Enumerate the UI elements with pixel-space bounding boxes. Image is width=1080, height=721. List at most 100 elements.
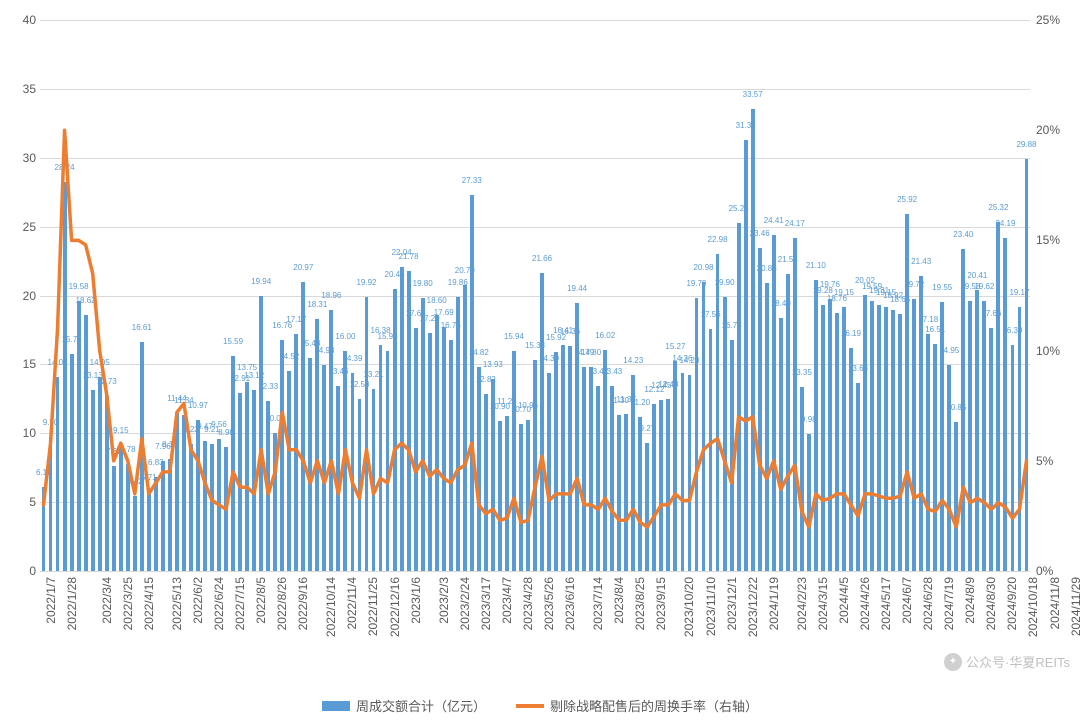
bar xyxy=(428,333,432,571)
bar xyxy=(659,400,663,571)
bar-value-label: 10.97 xyxy=(188,401,208,410)
x-tick-label: 2023/8/25 xyxy=(633,577,647,630)
bar xyxy=(343,351,347,571)
bar xyxy=(617,415,621,571)
bar xyxy=(203,441,207,571)
bar xyxy=(442,327,446,571)
plot-area: 6.119.7014.0828.2415.7519.5818.6213.1314… xyxy=(40,20,1030,571)
x-tick-label: 2024/4/26 xyxy=(858,577,872,630)
bar-value-label: 24.17 xyxy=(785,219,805,228)
x-tick-label: 2022/3/25 xyxy=(121,577,135,630)
bar xyxy=(786,274,790,571)
bar xyxy=(112,466,116,571)
bar-value-label: 28.24 xyxy=(55,163,75,172)
bar xyxy=(435,315,439,571)
x-tick-label: 2023/2/3 xyxy=(437,577,451,624)
bar xyxy=(421,298,425,571)
bar-value-label: 24.41 xyxy=(764,216,784,225)
bar xyxy=(533,360,537,571)
bar-value-label: 19.80 xyxy=(413,279,433,288)
bar xyxy=(961,249,965,571)
bar xyxy=(98,377,102,571)
bar-value-label: 22.98 xyxy=(708,235,728,244)
bar xyxy=(709,329,713,571)
x-tick-label: 2022/1/7 xyxy=(44,577,58,624)
bar xyxy=(161,461,165,571)
bar-value-label: 20.41 xyxy=(967,271,987,280)
bar xyxy=(688,375,692,571)
bar-value-label: 14.80 xyxy=(581,348,601,357)
bar xyxy=(512,351,516,571)
bar xyxy=(568,346,572,571)
bar xyxy=(561,345,565,571)
bar xyxy=(365,297,369,571)
x-tick-label: 2022/8/26 xyxy=(275,577,289,630)
bar xyxy=(273,433,277,571)
bar-value-label: 19.15 xyxy=(834,288,854,297)
bar xyxy=(358,399,362,571)
x-tick-label: 2024/5/17 xyxy=(879,577,893,630)
bar xyxy=(280,340,284,571)
bar-value-label: 12.33 xyxy=(258,382,278,391)
bar xyxy=(259,296,263,571)
bar xyxy=(238,393,242,571)
gridline xyxy=(40,89,1030,90)
bar-value-label: 19.55 xyxy=(932,283,952,292)
bar-value-label: 24.19 xyxy=(995,219,1015,228)
bar-value-label: 18.31 xyxy=(307,300,327,309)
bar xyxy=(322,365,326,571)
bar xyxy=(105,396,109,571)
bar xyxy=(968,301,972,571)
bar xyxy=(1003,238,1007,571)
x-tick-label: 2024/10/18 xyxy=(1026,577,1040,637)
bar xyxy=(596,386,600,571)
bar xyxy=(638,417,642,571)
bar xyxy=(716,254,720,571)
bar-value-label: 19.62 xyxy=(974,282,994,291)
bar xyxy=(84,315,88,571)
legend: 周成交额合计（亿元） 剔除战略配售后的周换手率（右轴） xyxy=(0,696,1080,715)
y-left-tick: 0 xyxy=(10,564,36,578)
bar xyxy=(954,422,958,571)
bar xyxy=(673,361,677,571)
bar xyxy=(828,299,832,571)
y-right-tick: 10% xyxy=(1036,344,1060,358)
x-tick-label: 2024/7/19 xyxy=(942,577,956,630)
y-left-tick: 5 xyxy=(10,495,36,509)
bar xyxy=(737,223,741,571)
bar xyxy=(624,414,628,571)
bar xyxy=(989,328,993,571)
bar xyxy=(498,421,502,571)
bar xyxy=(91,390,95,571)
bar xyxy=(140,342,144,571)
bar-value-label: 13.35 xyxy=(792,368,812,377)
bar-value-label: 33.57 xyxy=(743,90,763,99)
bar xyxy=(681,373,685,571)
bar xyxy=(807,434,811,571)
x-tick-label: 2022/11/4 xyxy=(345,577,359,630)
gridline xyxy=(40,571,1030,572)
bar-value-label: 16.00 xyxy=(335,332,355,341)
bar-value-label: 29.88 xyxy=(1016,140,1036,149)
bar xyxy=(695,298,699,571)
bar xyxy=(456,297,460,571)
bar xyxy=(540,273,544,571)
x-tick-label: 2024/4/5 xyxy=(837,577,851,624)
bar xyxy=(1025,159,1029,571)
y-right-tick: 5% xyxy=(1036,454,1053,468)
bar-value-label: 16.02 xyxy=(595,331,615,340)
bar xyxy=(414,328,418,571)
legend-item-bars: 周成交额合计（亿元） xyxy=(322,696,486,715)
bar xyxy=(245,382,249,571)
bar xyxy=(175,413,179,571)
bar xyxy=(386,351,390,571)
bar xyxy=(891,310,895,571)
bar xyxy=(133,496,137,571)
bar-value-label: 13.43 xyxy=(602,367,622,376)
x-tick-label: 2024/3/15 xyxy=(816,577,830,630)
bar xyxy=(287,371,291,571)
bar-value-label: 23.46 xyxy=(750,229,770,238)
bar xyxy=(519,424,523,571)
bar-value-label: 21.43 xyxy=(911,257,931,266)
bar-value-label: 18.60 xyxy=(427,296,447,305)
